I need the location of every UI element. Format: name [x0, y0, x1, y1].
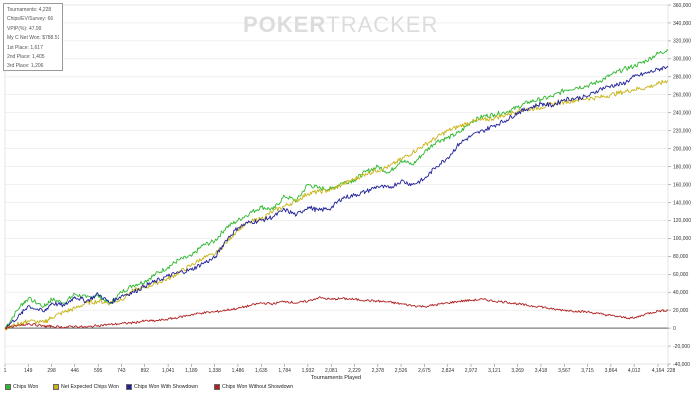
- y-tick-label: 240,000: [673, 111, 691, 117]
- series-line-chips-won-with-showdown: [4, 65, 669, 330]
- y-tick-label: 280,000: [673, 75, 691, 81]
- x-tick-label: 743: [117, 368, 126, 374]
- x-tick-label: 149: [24, 368, 33, 374]
- legend-label: Net Expected Chips Won: [61, 384, 119, 390]
- legend-item-chips-won[interactable]: Chips Won: [5, 384, 38, 390]
- y-tick-label: 120,000: [673, 218, 691, 224]
- x-tick-label: 1,189: [185, 368, 198, 374]
- stat-tournaments: Tournaments: 4,228: [7, 7, 52, 13]
- y-tick-label: 80,000: [673, 254, 689, 260]
- x-tick-label: 1,338: [208, 368, 221, 374]
- x-tick-label: 595: [94, 368, 103, 374]
- x-tick-label: 2,229: [348, 368, 361, 374]
- y-tick-label: 200,000: [673, 146, 691, 152]
- x-tick-label: 3,715: [581, 368, 594, 374]
- x-tick-label: 2,675: [418, 368, 431, 374]
- watermark-light: TRACKER: [326, 12, 439, 37]
- y-tick-label: 360,000: [673, 3, 691, 9]
- x-tick-label: 1,635: [255, 368, 268, 374]
- x-tick-label: 892: [141, 368, 150, 374]
- legend-label: Chips Won With Showdown: [134, 384, 198, 390]
- stat-vpip: VPIP(%): 47.99: [7, 25, 42, 32]
- x-tick-label: 3,567: [558, 368, 571, 374]
- x-axis-title: Tournaments Played: [311, 375, 361, 381]
- y-tick-label: -20,000: [673, 344, 690, 350]
- y-tick-label: 140,000: [673, 200, 691, 206]
- x-tick-label: 3,269: [511, 368, 524, 374]
- x-tick-label: 2,378: [372, 368, 385, 374]
- stat-second-place: 2nd Place: 1,405: [7, 54, 45, 61]
- stat-first-place: 1st Place: 1,617: [7, 44, 43, 51]
- x-tick-label: 3,121: [488, 368, 501, 374]
- x-tick-label-end: 228: [667, 368, 676, 374]
- stat-chips-ev: Chips/EV/Survey: 66: [7, 16, 54, 23]
- legend-label: Chips Won: [13, 384, 39, 390]
- y-tick-label: 0: [673, 326, 676, 332]
- stats-box: Tournaments: 4,228 Chips/EV/Survey: 66 V…: [3, 3, 63, 71]
- x-tick-label: 1,784: [278, 368, 291, 374]
- x-axis: 1 149 298 446 595 743 892 1,041 1,189 1,338 1,486 1…: [4, 364, 676, 374]
- grid: [5, 4, 668, 365]
- x-tick-label: 298: [47, 368, 56, 374]
- y-tick-label: 60,000: [673, 272, 689, 278]
- watermark-logo: POKERTRACKER: [243, 12, 438, 38]
- stat-net-won: My C Net Won: $788.51: [7, 35, 59, 42]
- series-line-chips-won: [4, 49, 669, 329]
- legend-item-without-showdown[interactable]: Chips Won Without Showdown: [214, 384, 293, 390]
- y-tick-label: 160,000: [673, 182, 691, 188]
- legend-swatch-with-showdown: [126, 384, 132, 390]
- y-tick-label: 100,000: [673, 236, 691, 242]
- x-tick-label: 3,864: [605, 368, 618, 374]
- y-tick-label: -40,000: [673, 362, 690, 368]
- y-tick-label: 260,000: [673, 93, 691, 99]
- y-tick-label: 300,000: [673, 57, 691, 63]
- y-tick-label: 40,000: [673, 290, 689, 296]
- x-tick-label: 3,418: [535, 368, 548, 374]
- x-tick-label: 1,932: [302, 368, 315, 374]
- x-tick-label: 1: [4, 368, 7, 374]
- x-tick-label: 1,486: [232, 368, 245, 374]
- y-axis: -40,000 -20,000 0 20,000 40,000 60,000 80,000 1…: [668, 3, 691, 368]
- x-tick-label: 1,041: [162, 368, 175, 374]
- y-tick-label: 340,000: [673, 21, 691, 27]
- stat-third-place: 3rd Place: 1,206: [7, 63, 44, 70]
- watermark-bold: POKER: [243, 12, 327, 37]
- y-tick-label: 320,000: [673, 39, 691, 45]
- x-tick-label: 2,526: [395, 368, 408, 374]
- x-tick-label: 4,012: [628, 368, 641, 374]
- x-tick-label: 2,081: [325, 368, 338, 374]
- y-tick-label: 220,000: [673, 128, 691, 134]
- legend-item-net-expected[interactable]: Net Expected Chips Won: [53, 384, 119, 390]
- x-tick-label: 4,164: [652, 368, 665, 374]
- series-line-chips-won-without-showdown: [4, 296, 669, 330]
- x-tick-label: 2,824: [442, 368, 455, 374]
- legend-swatch-chips-won: [5, 384, 11, 390]
- legend-item-with-showdown[interactable]: Chips Won With Showdown: [126, 384, 198, 390]
- legend-swatch-net-expected: [53, 384, 59, 390]
- legend-swatch-without-showdown: [214, 384, 220, 390]
- y-tick-label: 20,000: [673, 308, 689, 314]
- legend-label: Chips Won Without Showdown: [222, 384, 294, 390]
- y-tick-label: 180,000: [673, 164, 691, 170]
- x-tick-label: 446: [71, 368, 80, 374]
- x-tick-label: 2,972: [465, 368, 478, 374]
- series-group: [4, 49, 669, 331]
